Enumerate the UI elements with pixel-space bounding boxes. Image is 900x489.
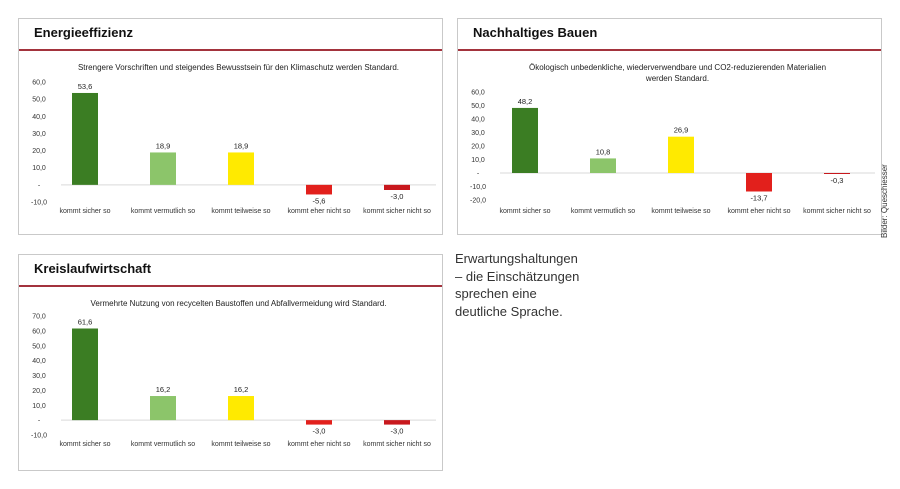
x-category-label: kommt teilweise so (651, 208, 710, 215)
y-tick-label: 60,0 (471, 90, 485, 97)
y-tick-label: -10,0 (470, 184, 486, 191)
y-tick-label: -10,0 (31, 200, 47, 207)
bar (384, 184, 410, 190)
bar-chart-kreislaufwirtschaft: Vermehrte Nutzung von recycelten Baustof… (31, 299, 436, 448)
panel-title: Kreislaufwirtschaft (34, 261, 152, 276)
data-label: -5,6 (313, 196, 326, 205)
chart-panel-nachhaltiges-bauen: Nachhaltiges Bauen Ökologisch unbedenkli… (457, 18, 882, 235)
y-tick-label: 60,0 (32, 80, 46, 87)
bar (150, 152, 176, 185)
y-tick-label: 20,0 (32, 388, 46, 395)
bar (306, 184, 332, 195)
y-tick-label: 60,0 (32, 328, 46, 335)
caption-line: Erwartungshaltungen (455, 251, 578, 266)
caption-line: deutliche Sprache. (455, 303, 563, 319)
bar-chart-energieeffizienz: Strengere Vorschriften und steigendes Be… (31, 63, 436, 215)
data-label: 53,6 (78, 82, 93, 91)
x-category-label: kommt sicher so (500, 208, 551, 215)
y-tick-label: 10,0 (471, 157, 485, 164)
chart-subtitle: Strengere Vorschriften und steigendes Be… (78, 63, 399, 72)
x-category-label: kommt sicher nicht so (803, 208, 871, 215)
data-label: 16,2 (156, 385, 171, 394)
data-label: -3,0 (313, 427, 326, 436)
y-tick-label: -20,0 (470, 198, 486, 205)
data-label: 61,6 (78, 317, 93, 326)
data-label: 26,9 (674, 126, 689, 135)
bar (590, 158, 616, 173)
y-tick-label: 40,0 (32, 114, 46, 121)
bar (512, 107, 538, 173)
panel-title: Nachhaltiges Bauen (473, 25, 598, 40)
data-label: -13,7 (750, 193, 767, 202)
title-divider (458, 49, 881, 51)
y-tick-label: 20,0 (471, 144, 485, 151)
bar (746, 173, 772, 192)
x-category-label: kommt eher nicht so (287, 441, 350, 448)
y-tick-label: 20,0 (32, 148, 46, 155)
x-category-label: kommt eher nicht so (727, 208, 790, 215)
title-divider (19, 285, 442, 287)
chart-panel-energieeffizienz: Energieeffizienz Strengere Vorschriften … (18, 18, 443, 235)
x-category-label: kommt teilweise so (211, 208, 270, 215)
data-label: 18,9 (156, 141, 171, 150)
article-caption: Erwartungshaltungen – die Einschätzungen… (455, 250, 625, 320)
chart-subtitle: Ökologisch unbedenkliche, wiederverwendb… (529, 63, 826, 72)
x-category-label: kommt teilweise so (211, 441, 270, 448)
bar (384, 420, 410, 425)
chart-panel-kreislaufwirtschaft: Kreislaufwirtschaft Vermehrte Nutzung vo… (18, 254, 443, 471)
y-tick-label: 50,0 (32, 343, 46, 350)
bar (306, 420, 332, 425)
x-category-label: kommt vermutlich so (571, 208, 635, 215)
caption-line: sprechen eine (455, 286, 537, 301)
y-tick-label: 30,0 (32, 131, 46, 138)
y-tick-label: - (38, 182, 41, 189)
title-divider (19, 49, 442, 51)
y-tick-label: 50,0 (32, 97, 46, 104)
bar (228, 152, 254, 185)
y-tick-label: 10,0 (32, 165, 46, 172)
data-label: -0,3 (831, 176, 844, 185)
y-tick-label: 40,0 (471, 117, 485, 124)
x-category-label: kommt sicher nicht so (363, 208, 431, 215)
chart-subtitle: werden Standard. (645, 74, 709, 83)
data-label: -3,0 (391, 427, 404, 436)
y-tick-label: 70,0 (32, 314, 46, 321)
x-category-label: kommt vermutlich so (131, 208, 195, 215)
chart-subtitle: Vermehrte Nutzung von recycelten Baustof… (90, 299, 386, 308)
bar-chart-nachhaltiges-bauen: Ökologisch unbedenkliche, wiederverwendb… (470, 63, 875, 215)
data-label: 16,2 (234, 385, 249, 394)
x-category-label: kommt sicher nicht so (363, 441, 431, 448)
y-tick-label: 10,0 (32, 403, 46, 410)
bar (150, 396, 176, 421)
y-tick-label: -10,0 (31, 433, 47, 440)
x-category-label: kommt sicher so (60, 208, 111, 215)
x-category-label: kommt vermutlich so (131, 441, 195, 448)
x-category-label: kommt eher nicht so (287, 208, 350, 215)
y-tick-label: 40,0 (32, 358, 46, 365)
bar (72, 328, 98, 421)
bar (668, 136, 694, 173)
data-label: 18,9 (234, 141, 249, 150)
y-tick-label: - (38, 418, 41, 425)
bar (228, 396, 254, 421)
bar (72, 92, 98, 185)
image-credit: Bilder: Queschiesser (880, 164, 889, 238)
caption-line: – die Einschätzungen (455, 268, 580, 284)
y-tick-label: 30,0 (32, 373, 46, 380)
data-label: 10,8 (596, 147, 611, 156)
data-label: -3,0 (391, 192, 404, 201)
y-tick-label: - (477, 171, 480, 178)
panel-title: Energieeffizienz (34, 25, 133, 40)
y-tick-label: 50,0 (471, 103, 485, 110)
y-tick-label: 30,0 (471, 130, 485, 137)
bar (824, 173, 850, 174)
x-category-label: kommt sicher so (60, 441, 111, 448)
data-label: 48,2 (518, 97, 533, 106)
